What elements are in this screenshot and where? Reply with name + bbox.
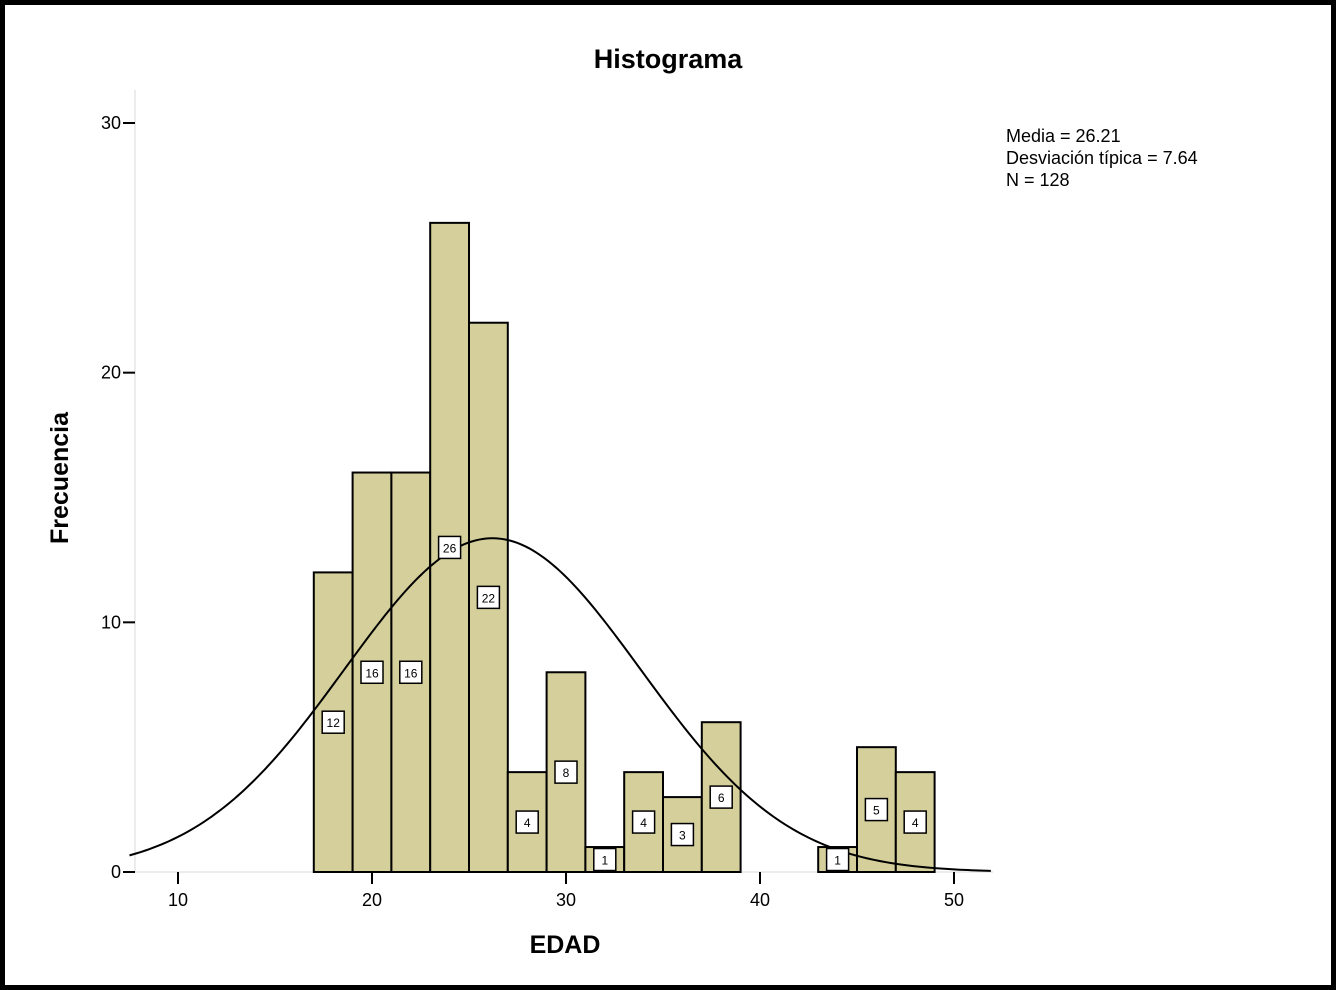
x-axis-ticks: 10 20 30 40 50 bbox=[168, 872, 964, 910]
x-tick-label: 40 bbox=[750, 890, 770, 910]
y-axis-ticks: 0 10 20 30 bbox=[101, 113, 135, 882]
bar-label-box bbox=[670, 822, 695, 847]
y-axis-label: Frecuencia bbox=[46, 411, 74, 544]
bar-label-box bbox=[360, 660, 384, 685]
bar-label-box bbox=[554, 760, 578, 784]
x-tick-label: 30 bbox=[556, 890, 576, 910]
bar-data-label: 4 bbox=[912, 816, 919, 830]
histogram-bar bbox=[623, 771, 665, 874]
x-tick-label: 50 bbox=[944, 890, 964, 910]
bar-data-label: 1 bbox=[834, 854, 841, 868]
bar-label-box bbox=[593, 847, 617, 872]
bar-data-label: 5 bbox=[873, 804, 880, 818]
x-axis-label: EDAD bbox=[530, 931, 601, 959]
bar-data-label: 8 bbox=[563, 766, 570, 780]
bar-data-label: 1 bbox=[601, 854, 608, 868]
y-tick-label: 20 bbox=[101, 363, 121, 383]
bar-data-label: 22 bbox=[482, 591, 496, 605]
bar-label-box bbox=[476, 585, 501, 610]
bar-label-box bbox=[631, 810, 656, 834]
bar-data-label: 4 bbox=[640, 816, 647, 830]
stat-mean: Media = 26.21 bbox=[1006, 126, 1121, 146]
stat-std: Desviación típica = 7.64 bbox=[1006, 148, 1198, 168]
bar-label-box bbox=[515, 810, 539, 834]
y-tick-label: 0 bbox=[111, 862, 121, 882]
bar-label-box bbox=[903, 810, 927, 834]
bar-data-label: 12 bbox=[327, 716, 341, 730]
x-tick-label: 10 bbox=[168, 890, 188, 910]
y-tick-label: 30 bbox=[101, 113, 121, 133]
bar-label-box bbox=[399, 660, 423, 685]
chart-title: Histograma bbox=[594, 44, 744, 74]
bar-label-box bbox=[864, 797, 889, 822]
bar-data-label: 4 bbox=[524, 816, 531, 830]
bar-label-box bbox=[825, 847, 850, 872]
bar-data-label: 16 bbox=[404, 666, 418, 680]
stats-box: Media = 26.21 Desviación típica = 7.64 N… bbox=[1006, 126, 1198, 190]
bar-data-label: 3 bbox=[679, 829, 686, 843]
bar-label-box bbox=[709, 785, 733, 809]
bar-data-label: 6 bbox=[718, 791, 725, 805]
bar-data-label: 26 bbox=[443, 541, 457, 555]
bar-label-box bbox=[321, 710, 345, 734]
y-tick-label: 10 bbox=[101, 612, 121, 632]
bar-data-label: 16 bbox=[365, 666, 379, 680]
histogram-bars bbox=[312, 221, 936, 874]
bar-label-box bbox=[437, 535, 462, 560]
x-tick-label: 20 bbox=[362, 890, 382, 910]
bar-data-labels: 12 16 16 26 22 4 8 1 4 3 6 1 5 4 bbox=[321, 535, 927, 872]
stat-n: N = 128 bbox=[1006, 170, 1070, 190]
